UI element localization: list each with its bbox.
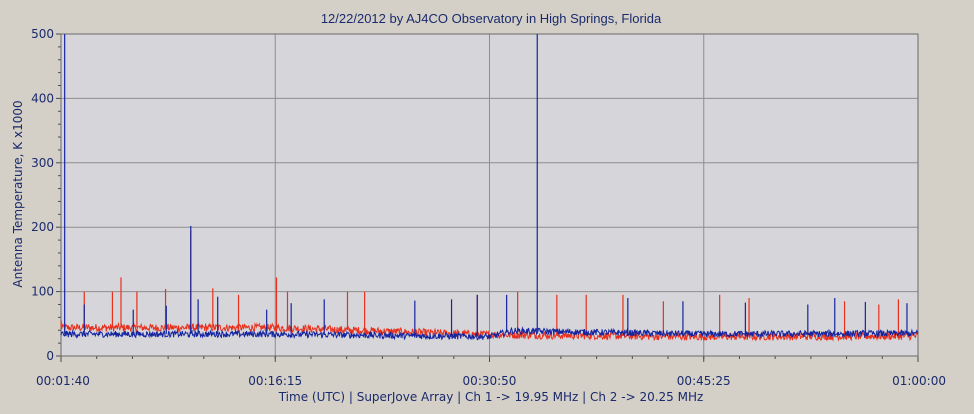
- x-tick-label: 00:01:40: [36, 374, 90, 388]
- series-ch-2: [60, 34, 919, 341]
- chart-title: 12/22/2012 by AJ4CO Observatory in High …: [321, 11, 662, 26]
- x-tick-label: 00:45:25: [677, 374, 731, 388]
- series-layer: [60, 34, 919, 342]
- y-tick-label: 200: [31, 220, 54, 234]
- axis-ticks: [56, 33, 919, 362]
- plot-frame: [60, 33, 919, 357]
- y-tick-label: 0: [46, 349, 54, 363]
- x-tick-label: 00:16:15: [248, 374, 302, 388]
- y-tick-label: 500: [31, 27, 54, 41]
- y-tick-label: 400: [31, 91, 54, 105]
- axis-labels: 0 100 200 300 400 500 00:01:40 00:16:15 00:30:50…: [31, 27, 946, 388]
- grid: [61, 34, 918, 356]
- y-tick-label: 300: [31, 156, 54, 170]
- series-line: [60, 326, 919, 341]
- x-tick-label: 00:30:50: [463, 374, 517, 388]
- y-axis-label: Antenna Temperature, K x1000: [11, 100, 25, 287]
- y-tick-label: 100: [31, 285, 54, 299]
- x-tick-label: 01:00:00: [892, 374, 946, 388]
- x-axis-label: Time (UTC) | SuperJove Array | Ch 1 -> 1…: [278, 390, 704, 404]
